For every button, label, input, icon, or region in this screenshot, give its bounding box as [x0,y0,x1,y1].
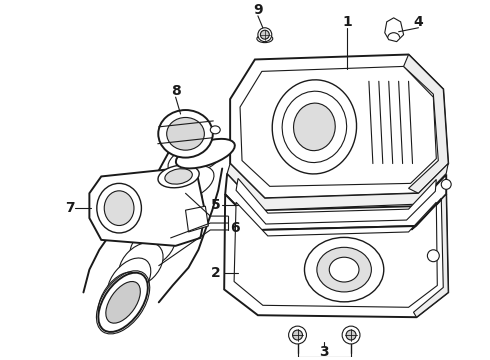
Text: 3: 3 [319,345,329,359]
Ellipse shape [155,187,202,225]
Ellipse shape [282,91,346,162]
Polygon shape [224,194,448,317]
Polygon shape [230,54,448,198]
Ellipse shape [257,35,273,42]
Polygon shape [234,202,437,307]
Ellipse shape [258,28,272,42]
Text: 6: 6 [230,221,240,235]
Polygon shape [412,194,448,317]
Ellipse shape [346,330,356,340]
Ellipse shape [163,166,214,201]
Ellipse shape [176,139,235,168]
Polygon shape [385,18,404,42]
Text: 9: 9 [253,3,263,17]
Ellipse shape [294,103,335,150]
Text: 4: 4 [414,15,423,29]
Text: 8: 8 [171,84,180,98]
Ellipse shape [210,126,220,134]
Polygon shape [186,206,208,232]
Ellipse shape [427,250,440,262]
Ellipse shape [289,326,306,344]
Ellipse shape [130,224,175,267]
Text: 2: 2 [210,266,220,280]
Ellipse shape [143,206,189,247]
Ellipse shape [168,142,223,175]
Ellipse shape [158,110,213,158]
Ellipse shape [293,330,302,340]
Polygon shape [89,167,205,246]
Ellipse shape [165,169,192,184]
Ellipse shape [272,80,357,174]
Ellipse shape [441,179,451,189]
Polygon shape [227,163,448,210]
Text: 1: 1 [342,15,352,29]
Ellipse shape [107,258,151,305]
Ellipse shape [167,117,204,150]
Ellipse shape [304,237,384,302]
Polygon shape [240,66,436,186]
Ellipse shape [106,282,140,323]
Ellipse shape [97,183,142,233]
Ellipse shape [260,30,270,39]
Ellipse shape [317,247,371,292]
Text: 7: 7 [65,201,74,215]
Ellipse shape [119,243,163,287]
Polygon shape [225,174,446,230]
Polygon shape [404,54,448,193]
Polygon shape [236,179,436,224]
Ellipse shape [329,257,359,282]
Text: 5: 5 [210,198,220,212]
Ellipse shape [98,272,140,323]
Ellipse shape [98,273,148,332]
Ellipse shape [158,165,199,188]
Ellipse shape [342,326,360,344]
Ellipse shape [104,191,134,225]
